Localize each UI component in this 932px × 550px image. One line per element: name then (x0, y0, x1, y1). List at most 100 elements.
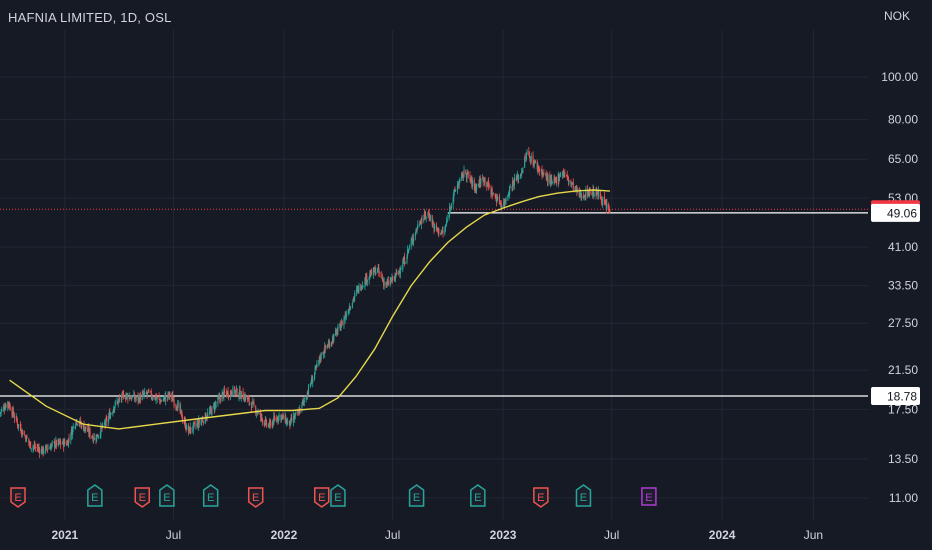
earnings-marker-purple[interactable]: E (641, 487, 657, 506)
candle-body (93, 437, 95, 440)
candle-body (458, 181, 460, 186)
candle-body (71, 429, 73, 435)
candle-body (96, 433, 98, 438)
candle-body (67, 441, 69, 446)
candle-body (469, 175, 471, 181)
candle-body (103, 423, 105, 425)
candle-body (286, 421, 289, 425)
candle-body (180, 408, 182, 412)
candle-body (139, 394, 141, 402)
candle-body (51, 442, 53, 443)
candle-body (179, 402, 181, 412)
price-axis[interactable]: 100.0080.0065.0053.0041.0033.5027.5021.5… (871, 70, 920, 505)
earnings-marker-green[interactable]: E (330, 484, 346, 507)
ma-line (9, 189, 610, 430)
candle-body (74, 426, 76, 428)
candle-body (579, 192, 582, 196)
candle-body (61, 443, 63, 445)
candle-body (488, 181, 490, 187)
candle-body (387, 280, 389, 285)
candle-body (366, 275, 368, 283)
candle-body (441, 230, 443, 233)
candle-body (133, 394, 136, 399)
candle-body (197, 422, 199, 427)
candle-body (445, 225, 447, 227)
candle-body (125, 395, 127, 399)
candle-body (78, 423, 80, 425)
earnings-marker-red[interactable]: E (134, 487, 151, 508)
earnings-marker-red[interactable]: E (247, 487, 264, 508)
candle-body (177, 403, 179, 405)
candle-body (198, 419, 200, 424)
candle-body (512, 180, 514, 188)
candle-body (554, 177, 556, 181)
earnings-marker-green[interactable]: E (408, 484, 425, 507)
earnings-marker-green[interactable]: E (575, 484, 592, 507)
candle-body (301, 402, 303, 412)
candle-body (566, 174, 568, 176)
candle-body (495, 197, 497, 199)
candle-body (238, 389, 241, 396)
earnings-marker-red[interactable]: E (313, 487, 330, 508)
candle-body (51, 443, 53, 446)
candle-body (202, 419, 204, 422)
candle-body (63, 440, 65, 447)
candle-body (327, 346, 329, 348)
y-tick-label: 41.00 (888, 240, 918, 254)
earnings-marker-red[interactable]: E (10, 487, 26, 508)
earnings-marker-green[interactable]: E (202, 484, 219, 507)
earnings-marker-green[interactable]: E (159, 484, 175, 507)
candle-body (335, 330, 337, 335)
earnings-marker-green[interactable]: E (470, 484, 486, 507)
x-tick-label: Jun (804, 528, 823, 542)
candle-body (509, 186, 511, 188)
candle-body (473, 179, 475, 187)
candle-body (200, 421, 202, 425)
candle-body (483, 178, 485, 182)
candle-body (490, 187, 492, 195)
candle-body (47, 448, 49, 450)
candle-body (389, 280, 391, 285)
candle-body (511, 186, 513, 188)
candle-body (322, 352, 324, 355)
line-price-tag (871, 203, 920, 222)
candle-body (343, 318, 345, 326)
candle-body (340, 326, 342, 331)
candle-body (500, 202, 502, 204)
candle-body (467, 172, 469, 174)
candle-body (281, 416, 283, 417)
candle-body (30, 441, 32, 449)
candle-body (515, 178, 517, 180)
candle-body (600, 198, 603, 204)
candle-body (438, 228, 440, 235)
candle-body (188, 426, 190, 432)
time-axis[interactable]: 2021 Jul 2022 Jul 2023 Jul 2024 Jun (51, 528, 823, 542)
candle-body (81, 423, 83, 429)
earnings-marker-green[interactable]: E (87, 484, 103, 507)
candle-body (323, 353, 325, 354)
candle-body (475, 186, 477, 191)
candle-body (108, 416, 110, 423)
candle-body (588, 190, 590, 196)
candle-body (370, 270, 372, 277)
candle-body (82, 424, 84, 428)
candle-body (163, 397, 165, 399)
candle-body (180, 409, 182, 412)
candle-body (377, 268, 379, 272)
candle-body (184, 420, 187, 429)
candle-body (129, 396, 131, 400)
candle-body (513, 177, 515, 186)
candle-body (29, 442, 31, 444)
candle-body (555, 177, 557, 181)
candle-body (402, 262, 404, 270)
candle-body (7, 401, 9, 408)
candle-body (486, 185, 488, 187)
candle-body (259, 412, 261, 413)
candle-body (264, 423, 266, 426)
earnings-marker-red[interactable]: E (533, 487, 549, 508)
candle-body (486, 182, 488, 187)
candle-body (371, 270, 373, 275)
